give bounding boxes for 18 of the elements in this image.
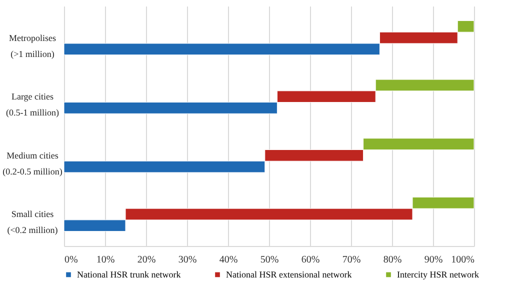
x-tick-label: 90% bbox=[424, 254, 443, 266]
y-tick-label: Medium cities (0.2-0.5 million) bbox=[2, 150, 62, 176]
x-tick-label: 20% bbox=[137, 254, 156, 266]
x-tick-label: 0% bbox=[64, 254, 78, 266]
legend-label: National HSR trunk network bbox=[77, 270, 182, 280]
x-tick-label: 10% bbox=[96, 254, 115, 266]
y-tick-label: Small cities (<0.2 million) bbox=[7, 209, 58, 236]
y-tick-label: Large cities (0.5-1 million) bbox=[6, 92, 59, 118]
legend-label: National HSR extensional network bbox=[226, 270, 352, 280]
x-tick-label: 100% bbox=[451, 254, 474, 266]
x-tick-label: 60% bbox=[301, 254, 320, 266]
x-tick-label: 40% bbox=[219, 254, 238, 266]
x-tick-label: 50% bbox=[260, 254, 279, 266]
x-tick-label: 80% bbox=[383, 254, 402, 266]
y-tick-label: Metropolises (>1 million) bbox=[9, 32, 56, 59]
x-tick-label: 70% bbox=[342, 254, 361, 266]
x-tick-label: 30% bbox=[178, 254, 197, 266]
legend-label: Intercity HSR network bbox=[397, 270, 480, 280]
